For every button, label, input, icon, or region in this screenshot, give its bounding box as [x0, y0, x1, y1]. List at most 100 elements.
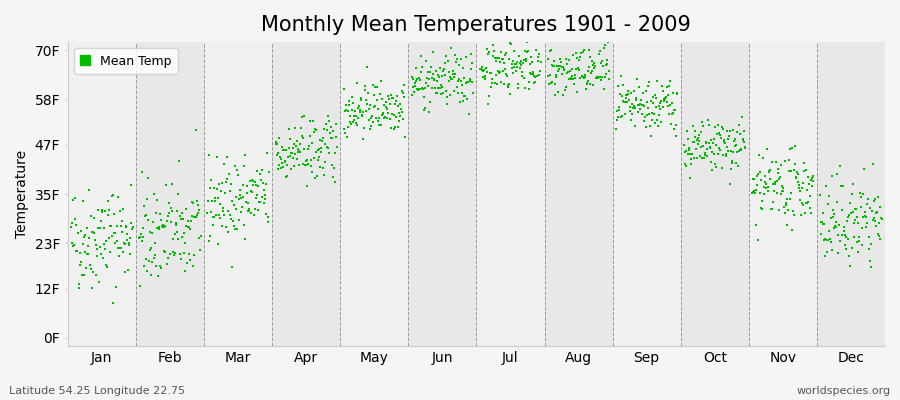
Point: [64, 224, 78, 230]
Point: [717, 137, 732, 144]
Point: [171, 236, 185, 242]
Point: [491, 55, 505, 62]
Point: [230, 226, 245, 232]
Point: [200, 210, 214, 216]
Point: [612, 104, 626, 110]
Point: [125, 226, 140, 232]
Point: [838, 242, 852, 248]
Point: [109, 283, 123, 290]
Point: [646, 100, 661, 106]
Point: [599, 62, 614, 68]
Point: [844, 191, 859, 198]
Point: [641, 83, 655, 89]
Point: [300, 183, 314, 189]
Point: [771, 206, 786, 213]
Point: [707, 151, 722, 158]
Point: [551, 68, 565, 75]
Point: [795, 185, 809, 191]
Point: [269, 141, 284, 148]
Point: [189, 212, 203, 218]
Point: [655, 103, 670, 110]
Point: [803, 193, 817, 199]
Point: [353, 108, 367, 115]
Point: [345, 107, 359, 114]
Point: [91, 206, 105, 213]
Point: [108, 240, 122, 246]
Point: [328, 134, 343, 140]
Point: [220, 176, 235, 182]
Point: [436, 68, 450, 74]
Point: [668, 107, 682, 113]
Point: [343, 113, 357, 120]
Point: [832, 162, 847, 169]
Point: [183, 226, 197, 232]
Point: [524, 54, 538, 61]
Point: [358, 83, 373, 89]
Point: [463, 78, 477, 85]
Point: [491, 70, 506, 76]
Point: [564, 75, 579, 81]
Point: [91, 225, 105, 231]
Point: [138, 213, 152, 219]
Point: [567, 81, 581, 87]
Point: [710, 122, 724, 128]
Point: [382, 96, 396, 102]
Point: [786, 145, 800, 152]
Point: [817, 236, 832, 242]
Point: [383, 92, 398, 98]
Point: [390, 93, 404, 100]
Point: [93, 225, 107, 232]
Point: [252, 198, 266, 205]
Point: [223, 188, 238, 194]
Point: [230, 167, 244, 173]
Point: [634, 102, 649, 108]
Point: [575, 73, 590, 79]
Point: [142, 246, 157, 253]
Point: [814, 219, 828, 225]
Point: [532, 72, 546, 78]
Bar: [749, 42, 817, 346]
Point: [734, 114, 749, 120]
Point: [393, 113, 408, 119]
Point: [683, 150, 698, 157]
Bar: [544, 42, 613, 346]
Point: [666, 90, 680, 96]
Point: [278, 158, 293, 164]
Point: [647, 120, 662, 126]
Point: [636, 118, 651, 124]
Point: [699, 153, 714, 160]
Point: [541, 56, 555, 63]
Point: [866, 216, 880, 223]
Point: [299, 158, 313, 164]
Point: [228, 226, 242, 233]
Point: [231, 172, 246, 179]
Point: [440, 94, 454, 100]
Point: [190, 198, 204, 204]
Point: [850, 214, 864, 220]
Point: [562, 68, 577, 74]
Point: [247, 212, 261, 218]
Point: [781, 207, 796, 214]
Point: [134, 231, 148, 238]
Point: [119, 224, 133, 230]
Point: [329, 121, 344, 127]
Point: [327, 165, 341, 171]
Point: [702, 145, 716, 151]
Point: [526, 69, 540, 76]
Point: [623, 104, 637, 110]
Point: [86, 229, 101, 236]
Point: [566, 75, 580, 82]
Point: [165, 180, 179, 187]
Point: [184, 213, 199, 219]
Point: [284, 150, 299, 156]
Point: [773, 190, 788, 197]
Point: [150, 197, 165, 204]
Point: [755, 198, 770, 204]
Point: [360, 64, 374, 70]
Point: [868, 196, 883, 202]
Point: [385, 111, 400, 117]
Point: [208, 198, 222, 204]
Point: [797, 167, 812, 174]
Point: [490, 81, 504, 87]
Point: [340, 108, 355, 114]
